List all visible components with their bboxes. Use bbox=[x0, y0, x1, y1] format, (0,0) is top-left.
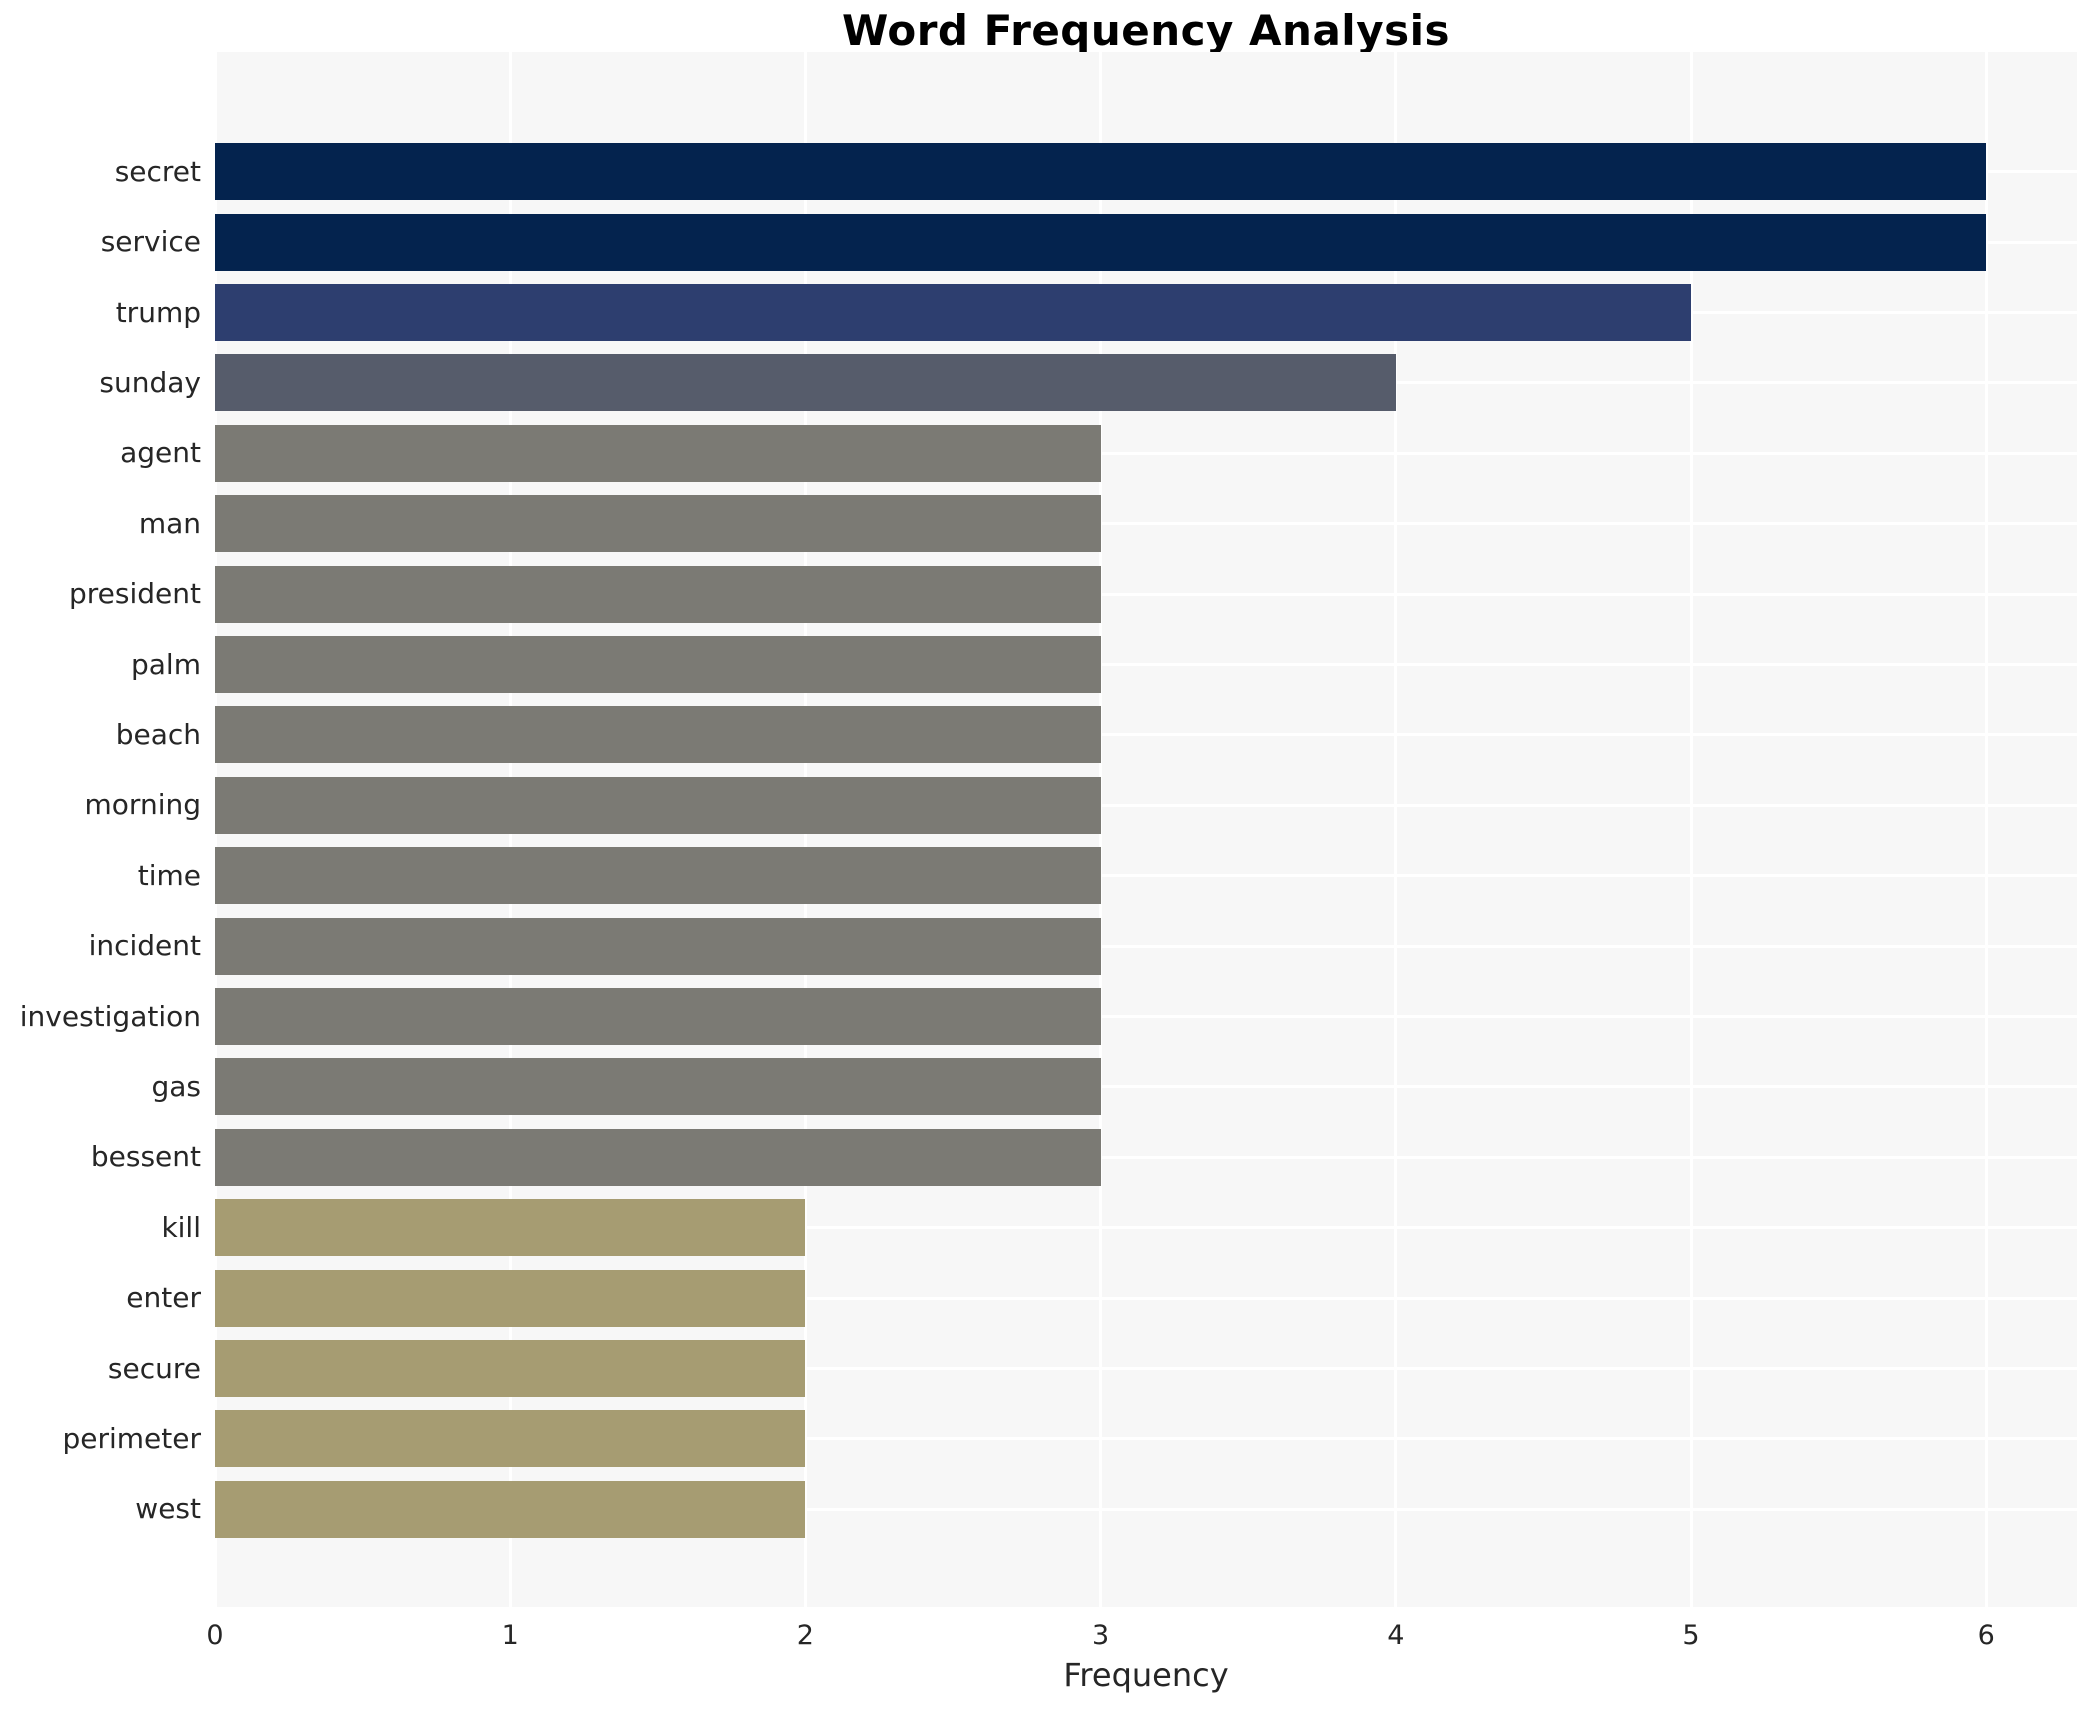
bar-trump bbox=[215, 284, 1691, 341]
y-gridline bbox=[215, 1085, 2077, 1089]
x-tick-label-4: 4 bbox=[1387, 1620, 1405, 1651]
y-tick-label-agent: agent bbox=[120, 436, 201, 470]
y-tick-label-sunday: sunday bbox=[99, 365, 201, 399]
y-gridline bbox=[215, 1367, 2077, 1370]
x-tick-label-6: 6 bbox=[1977, 1620, 1995, 1651]
bar-gas bbox=[215, 1058, 1101, 1116]
bar-time bbox=[215, 847, 1101, 905]
y-gridline bbox=[215, 1437, 2077, 1441]
bar-sunday bbox=[215, 354, 1396, 412]
y-gridline bbox=[215, 733, 2077, 737]
bar-incident bbox=[215, 917, 1101, 975]
bar-secret bbox=[215, 143, 1987, 201]
bar-beach bbox=[215, 706, 1101, 764]
y-gridline bbox=[215, 522, 2077, 526]
y-tick-label-enter: enter bbox=[126, 1281, 201, 1315]
bar-man bbox=[215, 495, 1101, 553]
y-tick-label-beach: beach bbox=[115, 717, 201, 751]
y-tick-label-bessent: bessent bbox=[90, 1140, 201, 1174]
x-tick-label-1: 1 bbox=[501, 1620, 519, 1651]
y-tick-label-time: time bbox=[137, 858, 201, 892]
y-tick-label-secret: secret bbox=[114, 154, 201, 188]
y-tick-label-morning: morning bbox=[84, 788, 201, 822]
y-tick-label-service: service bbox=[100, 225, 201, 259]
y-tick-label-perimeter: perimeter bbox=[62, 1421, 201, 1455]
bar-enter bbox=[215, 1269, 806, 1327]
y-gridline bbox=[215, 663, 2077, 666]
x-tick-label-0: 0 bbox=[206, 1620, 224, 1651]
x-gridline bbox=[1689, 52, 1693, 1607]
y-tick-label-west: west bbox=[135, 1492, 201, 1526]
bar-palm bbox=[215, 636, 1101, 693]
bar-service bbox=[215, 213, 1987, 271]
y-gridline bbox=[215, 1296, 2077, 1300]
x-axis-label: Frequency bbox=[1063, 1656, 1229, 1694]
x-gridline bbox=[1099, 52, 1103, 1607]
y-tick-label-palm: palm bbox=[131, 647, 201, 681]
y-gridline bbox=[215, 451, 2077, 455]
y-tick-label-president: president bbox=[69, 577, 201, 611]
bar-kill bbox=[215, 1199, 806, 1257]
bar-perimeter bbox=[215, 1410, 806, 1468]
x-gridline bbox=[1984, 52, 1988, 1607]
y-tick-label-trump: trump bbox=[115, 295, 201, 329]
bar-investigation bbox=[215, 988, 1101, 1045]
bar-president bbox=[215, 565, 1101, 623]
x-tick-label-3: 3 bbox=[1092, 1620, 1110, 1651]
y-gridline bbox=[215, 592, 2077, 596]
y-gridline bbox=[215, 944, 2077, 948]
y-tick-label-gas: gas bbox=[151, 1069, 201, 1103]
bar-morning bbox=[215, 776, 1101, 834]
y-gridline bbox=[215, 1155, 2077, 1159]
bar-west bbox=[215, 1480, 806, 1538]
bar-agent bbox=[215, 424, 1101, 482]
y-gridline bbox=[215, 803, 2077, 807]
y-gridline bbox=[215, 1507, 2077, 1511]
y-gridline bbox=[215, 874, 2077, 878]
y-tick-label-investigation: investigation bbox=[19, 999, 201, 1033]
y-tick-label-secure: secure bbox=[107, 1351, 201, 1385]
y-tick-label-man: man bbox=[138, 506, 201, 540]
plot-area bbox=[215, 52, 2077, 1607]
x-tick-label-5: 5 bbox=[1682, 1620, 1700, 1651]
y-gridline bbox=[215, 1015, 2077, 1018]
x-gridline bbox=[1394, 52, 1398, 1607]
chart-title: Word Frequency Analysis bbox=[842, 6, 1450, 55]
x-tick-label-2: 2 bbox=[796, 1620, 814, 1651]
y-gridline bbox=[215, 1226, 2077, 1230]
y-tick-label-kill: kill bbox=[161, 1210, 201, 1244]
y-tick-label-incident: incident bbox=[88, 929, 201, 963]
bar-secure bbox=[215, 1340, 806, 1397]
bar-bessent bbox=[215, 1128, 1101, 1186]
